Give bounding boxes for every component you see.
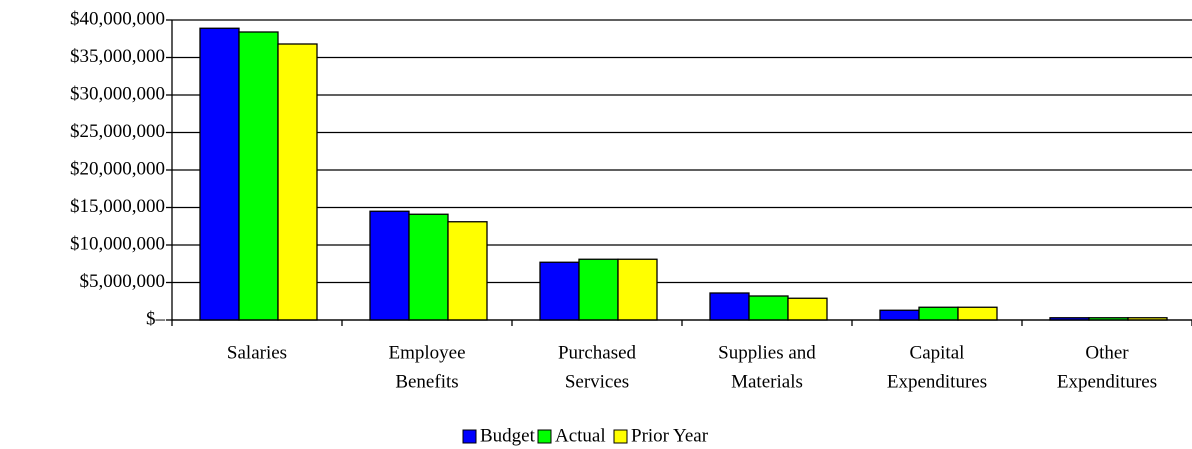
- y-tick-label: $15,000,000: [70, 196, 165, 217]
- bar: [199, 27, 240, 321]
- bar: [617, 258, 658, 321]
- bar: [879, 309, 920, 321]
- x-tick-label: Expenditures: [1057, 371, 1157, 392]
- y-tick-label: $25,000,000: [70, 121, 165, 142]
- x-tick-label: Capital: [910, 342, 965, 363]
- bar: [957, 306, 998, 321]
- bar: [918, 306, 959, 321]
- bar: [238, 31, 279, 321]
- legend-swatch: [537, 429, 552, 444]
- y-tick-label: $40,000,000: [70, 8, 165, 29]
- x-tick-label: Purchased: [558, 342, 637, 363]
- legend-label: Budget: [480, 425, 536, 446]
- x-tick-label: Supplies and: [718, 342, 816, 363]
- bar: [539, 261, 580, 321]
- bar: [578, 258, 619, 321]
- y-tick-label: $30,000,000: [70, 83, 165, 104]
- x-tick-label: Salaries: [227, 342, 287, 363]
- x-tick-label: Other: [1085, 342, 1129, 363]
- y-tick-label: $10,000,000: [70, 233, 165, 254]
- y-tick-label: $5,000,000: [80, 271, 166, 292]
- x-tick-label: Employee: [388, 342, 465, 363]
- y-tick-label: $35,000,000: [70, 46, 165, 67]
- y-tick-label: $20,000,000: [70, 158, 165, 179]
- bar: [447, 221, 488, 321]
- bar: [709, 292, 750, 321]
- bar: [748, 295, 789, 321]
- legend-label: Prior Year: [631, 425, 709, 446]
- y-tick-label: $–: [146, 308, 166, 329]
- x-tick-label: Expenditures: [887, 371, 987, 392]
- bar: [277, 43, 318, 321]
- legend-swatch: [462, 429, 477, 444]
- x-tick-label: Materials: [731, 371, 803, 392]
- x-tick-label: Benefits: [395, 371, 458, 392]
- bar: [408, 213, 449, 321]
- x-tick-label: Services: [565, 371, 629, 392]
- legend-label: Actual: [555, 425, 606, 446]
- bar: [787, 297, 828, 321]
- bar: [369, 210, 410, 321]
- legend-swatch: [613, 429, 628, 444]
